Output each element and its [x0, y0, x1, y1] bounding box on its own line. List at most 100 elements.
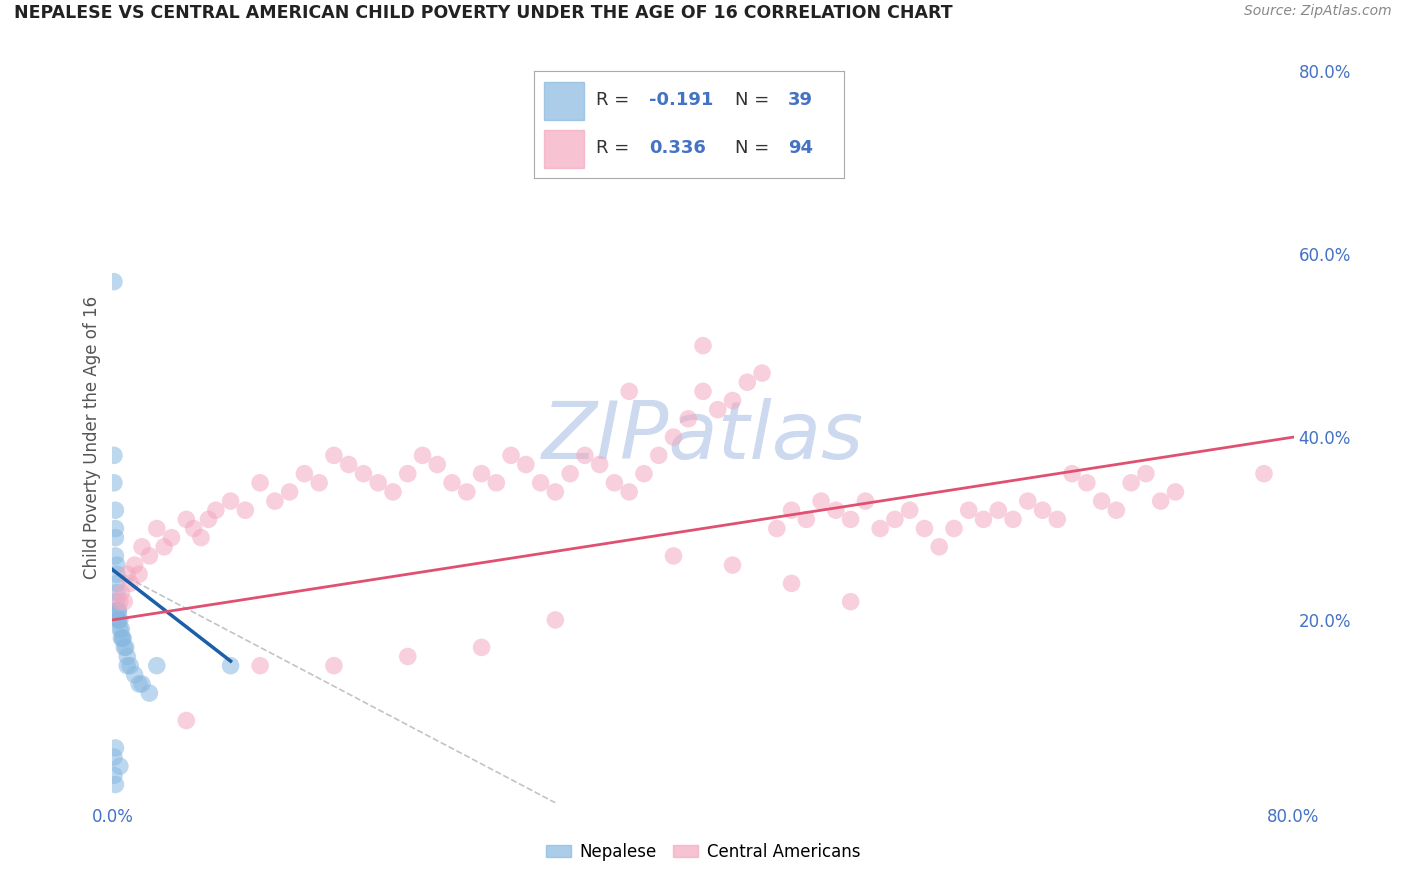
Point	[308, 475, 330, 490]
Point	[233, 503, 256, 517]
Point	[103, 768, 125, 782]
Point	[1076, 475, 1098, 490]
Bar	[544, 82, 583, 120]
Point	[103, 475, 125, 490]
Point	[108, 594, 131, 608]
Point	[780, 503, 803, 517]
Point	[117, 567, 138, 582]
Point	[558, 467, 582, 481]
Point	[128, 567, 150, 582]
Point	[411, 449, 433, 463]
Point	[662, 430, 685, 444]
Point	[104, 740, 127, 755]
Point	[146, 521, 169, 535]
Point	[1119, 475, 1142, 490]
Point	[721, 558, 744, 573]
Point	[105, 604, 128, 618]
Point	[108, 622, 131, 636]
Point	[544, 613, 567, 627]
Point	[810, 494, 832, 508]
Point	[117, 649, 138, 664]
Point	[1091, 494, 1114, 508]
Point	[107, 604, 129, 618]
Point	[219, 658, 242, 673]
Text: Source: ZipAtlas.com: Source: ZipAtlas.com	[1244, 4, 1392, 19]
Point	[249, 475, 271, 490]
Point	[138, 549, 160, 563]
Point	[112, 594, 135, 608]
Point	[111, 632, 134, 646]
Point	[264, 494, 287, 508]
Point	[1253, 467, 1275, 481]
Point	[1062, 467, 1084, 481]
Point	[111, 632, 134, 646]
Point	[647, 449, 671, 463]
Text: R =: R =	[596, 91, 636, 109]
Text: 0.336: 0.336	[648, 139, 706, 157]
Point	[105, 585, 128, 599]
Point	[104, 531, 127, 545]
Point	[292, 467, 315, 481]
Text: NEPALESE VS CENTRAL AMERICAN CHILD POVERTY UNDER THE AGE OF 16 CORRELATION CHART: NEPALESE VS CENTRAL AMERICAN CHILD POVER…	[14, 4, 953, 22]
Point	[1135, 467, 1157, 481]
Point	[174, 512, 197, 526]
Point	[249, 658, 271, 673]
Point	[957, 503, 980, 517]
Point	[619, 485, 641, 500]
Point	[153, 540, 176, 554]
Point	[766, 521, 789, 535]
Point	[1164, 485, 1187, 500]
Point	[973, 512, 995, 526]
Point	[219, 494, 242, 508]
Point	[796, 512, 818, 526]
Point	[678, 412, 700, 426]
Point	[721, 393, 744, 408]
Point	[441, 475, 464, 490]
Point	[105, 558, 128, 573]
Point	[107, 604, 129, 618]
Point	[131, 540, 153, 554]
Point	[588, 458, 610, 472]
Point	[1046, 512, 1069, 526]
Point	[105, 576, 128, 591]
Point	[110, 622, 132, 636]
Point	[323, 449, 346, 463]
Point	[780, 576, 803, 591]
Point	[485, 475, 508, 490]
Point	[104, 549, 127, 563]
Point	[104, 521, 127, 535]
Point	[104, 503, 127, 517]
Point	[124, 667, 146, 681]
Point	[323, 658, 346, 673]
Legend: Nepalese, Central Americans: Nepalese, Central Americans	[540, 837, 866, 868]
Point	[1017, 494, 1039, 508]
Point	[1105, 503, 1128, 517]
Point	[855, 494, 877, 508]
Point	[692, 384, 714, 399]
Point	[1001, 512, 1024, 526]
Point	[603, 475, 626, 490]
Point	[103, 750, 125, 764]
Point	[160, 531, 183, 545]
Point	[110, 632, 132, 646]
Point	[110, 585, 132, 599]
Point	[128, 677, 150, 691]
Point	[103, 275, 125, 289]
Point	[942, 521, 965, 535]
Text: N =: N =	[735, 91, 775, 109]
Text: 39: 39	[787, 91, 813, 109]
Point	[839, 512, 862, 526]
Point	[105, 594, 128, 608]
Point	[104, 777, 127, 792]
Point	[131, 677, 153, 691]
Point	[1032, 503, 1054, 517]
Text: ZIPatlas: ZIPatlas	[541, 398, 865, 476]
Point	[706, 402, 728, 417]
Text: -0.191: -0.191	[648, 91, 713, 109]
Point	[928, 540, 950, 554]
Text: N =: N =	[735, 139, 775, 157]
Point	[107, 613, 129, 627]
Point	[138, 686, 160, 700]
Text: 94: 94	[787, 139, 813, 157]
Point	[107, 613, 129, 627]
